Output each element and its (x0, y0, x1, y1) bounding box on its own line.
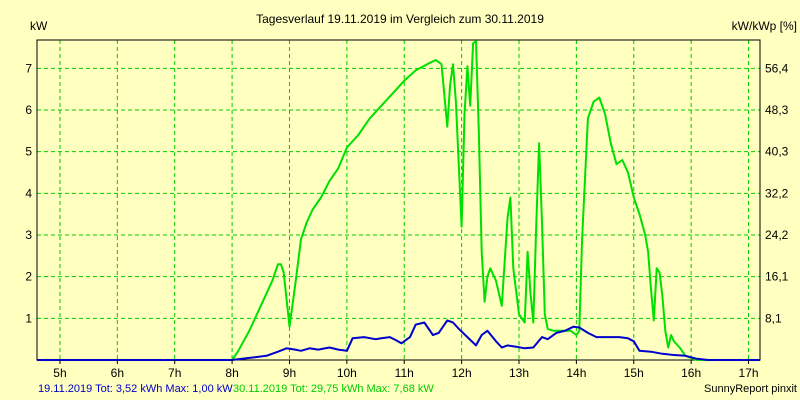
x-tick-label: 17h (739, 366, 759, 380)
y-tick-label-right: 56,4 (765, 61, 789, 75)
y-axis-label-left: kW (30, 19, 48, 33)
x-tick-label: 15h (624, 366, 644, 380)
grid-lines (37, 40, 760, 360)
y-tick-label-left: 7 (25, 61, 32, 75)
y-tick-label-left: 3 (25, 228, 32, 242)
series-layer (37, 40, 760, 361)
tick-labels: 5h 6h 7h 8h 9h 10h 11h 12h 13h 14h 15h 16h 17h 1 8,1 2 1… (25, 61, 788, 380)
y-tick-label-left: 5 (25, 145, 32, 159)
x-tick-label: 14h (566, 366, 586, 380)
plot-frame (36, 39, 761, 361)
legend-series-1: 19.11.2019 Tot: 3,52 kWh Max: 1,00 kW (38, 383, 233, 395)
credit-label: SunnyReport pinxit (704, 383, 797, 395)
x-tick-label: 16h (681, 366, 701, 380)
y-tick-label-right: 16,1 (765, 270, 789, 284)
legend-series-2: 30.11.2019 Tot: 29,75 kWh Max: 7,68 kW (233, 383, 434, 395)
x-tick-label: 11h (395, 366, 414, 380)
y-tick-label-right: 24,2 (765, 228, 789, 242)
y-tick-label-left: 1 (25, 311, 32, 325)
x-tick-label: 9h (283, 366, 296, 380)
y-tick-label-right: 8,1 (765, 311, 782, 325)
x-tick-label: 8h (225, 366, 238, 380)
y-tick-label-left: 6 (25, 103, 32, 117)
y-tick-label-left: 2 (25, 270, 32, 284)
y-tick-label-right: 32,2 (765, 186, 789, 200)
x-tick-label: 13h (509, 366, 529, 380)
y-tick-label-left: 4 (25, 186, 32, 200)
y-tick-label-right: 48,3 (765, 103, 789, 117)
series-line-2 (37, 40, 760, 361)
y-tick-label-right: 40,3 (765, 145, 789, 159)
chart-title: Tagesverlauf 19.11.2019 im Vergleich zum… (256, 12, 544, 26)
x-tick-label: 6h (111, 366, 124, 380)
series-line-1 (37, 319, 760, 361)
x-tick-label: 5h (53, 366, 66, 380)
x-tick-label: 7h (168, 366, 181, 380)
x-tick-label: 10h (337, 366, 357, 380)
y-axis-label-right: kW/kWp [%] (732, 19, 797, 33)
x-tick-label: 12h (452, 366, 472, 380)
